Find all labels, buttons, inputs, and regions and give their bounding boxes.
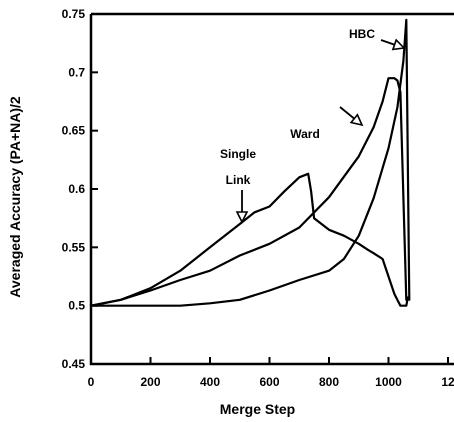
x-tick-label: 400 xyxy=(200,375,220,389)
annotation-arrowhead xyxy=(349,113,364,127)
y-tick-label: 0.45 xyxy=(62,357,86,371)
y-tick-label: 0.55 xyxy=(62,240,86,254)
y-tick-label: 0.5 xyxy=(68,299,85,313)
annotations: Single Link Ward HBC xyxy=(220,27,406,224)
x-tick-label: 0 xyxy=(88,375,95,389)
annotation-ward: Ward xyxy=(290,127,320,141)
y-axis-title: Averaged Accuracy (PA+NA)/2 xyxy=(7,96,23,298)
plot-frame xyxy=(89,12,454,366)
annotation-arrowhead xyxy=(235,211,249,224)
y-tick-label: 0.6 xyxy=(68,182,85,196)
annotation-arrowhead xyxy=(391,38,406,51)
x-tick-label: 800 xyxy=(319,375,339,389)
y-tick-label: 0.65 xyxy=(62,124,86,138)
plot-lines xyxy=(89,18,411,307)
x-tick-label: 12 xyxy=(441,375,454,389)
x-tick-label: 600 xyxy=(259,375,279,389)
series-line-ward xyxy=(89,77,408,307)
axis-ticks: 0.45 0.5 0.55 0.6 0.65 0.7 0.75 0 200 400 600 800 10… xyxy=(62,7,454,389)
x-tick-label: 200 xyxy=(140,375,160,389)
y-axis-title-group: Averaged Accuracy (PA+NA)/2 xyxy=(7,96,23,298)
annotation-single-link: Link xyxy=(226,173,251,187)
series-line-single-link xyxy=(89,172,409,307)
x-tick-label: 1000 xyxy=(375,375,402,389)
x-axis-title: Merge Step xyxy=(220,401,295,417)
series-line-hbc xyxy=(89,18,411,307)
annotation-single-link: Single xyxy=(220,147,256,161)
y-tick-label: 0.75 xyxy=(62,7,86,21)
y-tick-label: 0.7 xyxy=(68,65,85,79)
annotation-hbc: HBC xyxy=(349,27,375,41)
